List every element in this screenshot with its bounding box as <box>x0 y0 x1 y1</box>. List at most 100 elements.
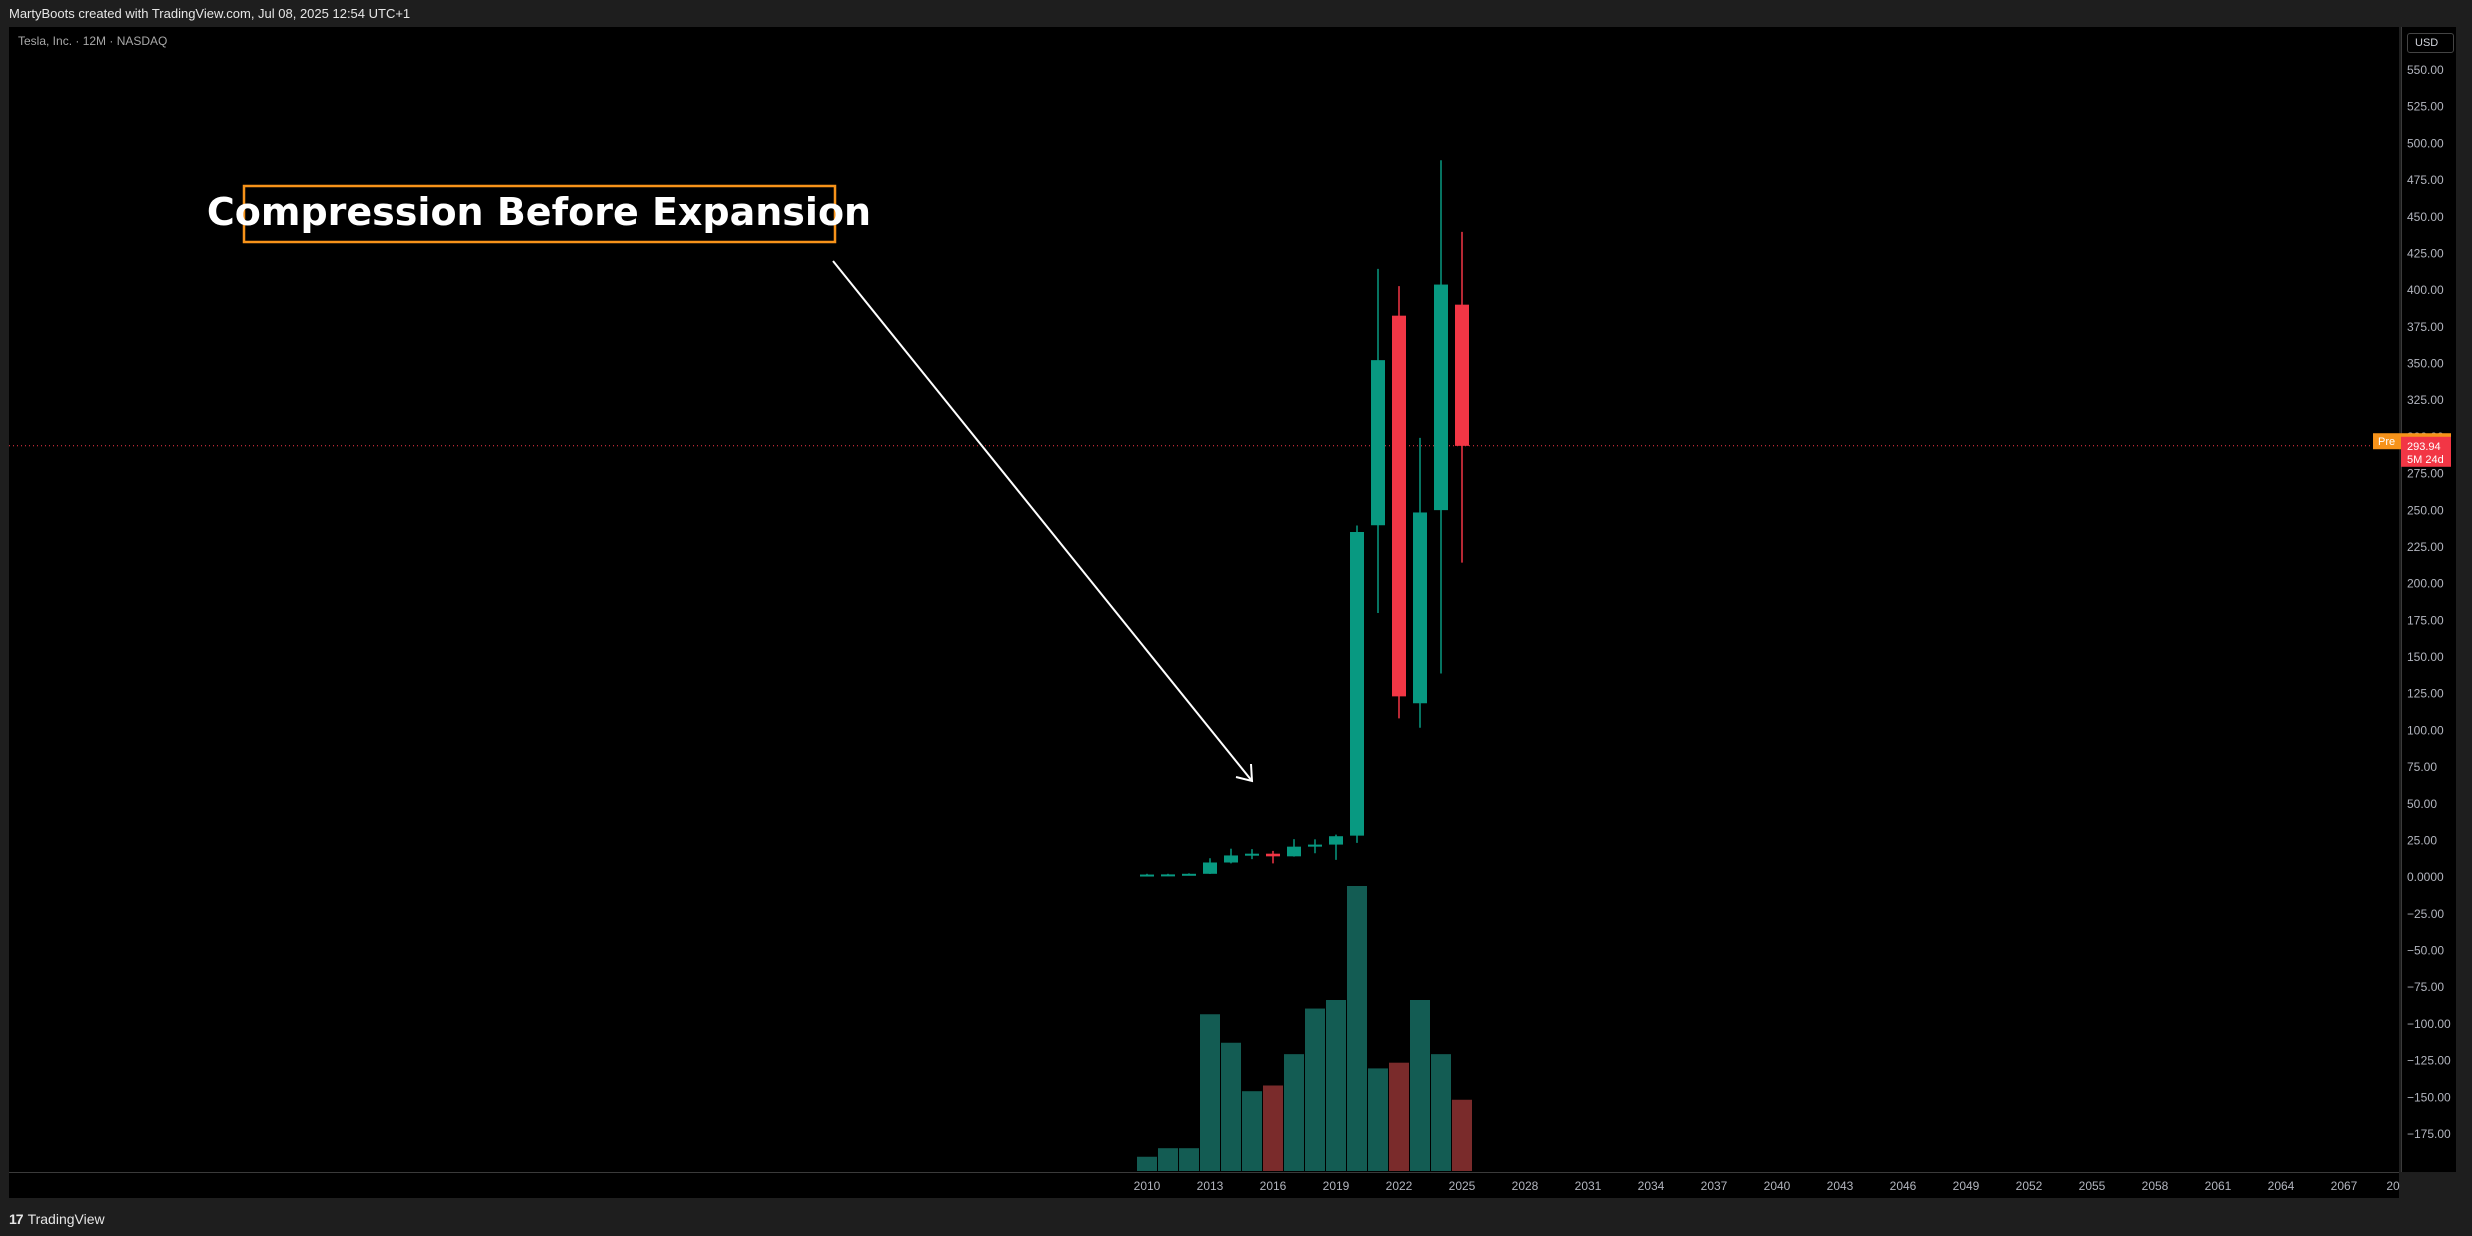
candle-body <box>1350 531 1364 836</box>
price-tick-label: 525.00 <box>2407 100 2444 114</box>
volume-bar <box>1242 1091 1262 1171</box>
candle-body <box>1203 862 1217 874</box>
candle-body <box>1455 304 1469 446</box>
arrow-head-icon <box>1235 763 1254 783</box>
time-tick-label: 2016 <box>1260 1179 1287 1193</box>
volume-bar <box>1284 1054 1304 1171</box>
price-axis[interactable] <box>2401 27 2456 1172</box>
time-tick-label: 2025 <box>1449 1179 1476 1193</box>
price-tick-label: 475.00 <box>2407 173 2444 187</box>
annotation-arrow <box>832 260 1253 782</box>
top-bar: MartyBoots created with TradingView.com,… <box>0 0 2472 26</box>
time-tick-label: 2022 <box>1386 1179 1413 1193</box>
price-tick-label: 50.00 <box>2407 797 2437 811</box>
volume-bar <box>1389 1062 1409 1171</box>
price-tick-label: −50.00 <box>2407 944 2444 958</box>
candle-body <box>1329 836 1343 845</box>
volume-bar <box>1221 1042 1241 1171</box>
volume-bar <box>1410 1000 1430 1171</box>
time-tick-label: 2058 <box>2142 1179 2169 1193</box>
time-tick-label: 2049 <box>1953 1179 1980 1193</box>
candle-body <box>1371 360 1385 526</box>
price-tick-label: 275.00 <box>2407 467 2444 481</box>
price-tick-label: −25.00 <box>2407 907 2444 921</box>
time-tick-label: 2031 <box>1575 1179 1602 1193</box>
price-tick-label: 0.0000 <box>2407 870 2444 884</box>
time-tick-label: 2034 <box>1638 1179 1665 1193</box>
time-tick-label: 2046 <box>1890 1179 1917 1193</box>
time-tick-label: 2067 <box>2331 1179 2358 1193</box>
price-tick-label: −150.00 <box>2407 1090 2451 1104</box>
bottom-bar <box>0 1198 2472 1236</box>
price-tick-label: 450.00 <box>2407 210 2444 224</box>
time-tick-label: 20 <box>2386 1179 2400 1193</box>
price-tick-label: 200.00 <box>2407 577 2444 591</box>
candle-body <box>1308 844 1322 847</box>
volume-bar <box>1179 1148 1199 1171</box>
author-credit: MartyBoots created with TradingView.com,… <box>9 6 411 21</box>
last-price-label: 293.94 <box>2407 441 2441 453</box>
time-tick-label: 2055 <box>2079 1179 2106 1193</box>
time-tick-label: 2043 <box>1827 1179 1854 1193</box>
price-tick-label: 350.00 <box>2407 357 2444 371</box>
price-tick-label: 100.00 <box>2407 723 2444 737</box>
price-tick-label: 250.00 <box>2407 503 2444 517</box>
volume-bar <box>1347 886 1367 1171</box>
volume-bar <box>1326 1000 1346 1171</box>
volume-bar <box>1263 1085 1283 1171</box>
time-tick-label: 2037 <box>1701 1179 1728 1193</box>
volume-bar <box>1431 1054 1451 1171</box>
candle-body <box>1434 284 1448 511</box>
volume-bar <box>1452 1099 1472 1171</box>
price-tick-label: −175.00 <box>2407 1127 2451 1141</box>
annotation-box <box>242 184 837 244</box>
currency-button[interactable]: USD <box>2407 33 2454 53</box>
price-tick-label: 150.00 <box>2407 650 2444 664</box>
price-tick-label: 325.00 <box>2407 393 2444 407</box>
price-tick-label: 500.00 <box>2407 136 2444 150</box>
price-tick-label: 25.00 <box>2407 833 2437 847</box>
price-tick-label: 125.00 <box>2407 687 2444 701</box>
volume-bar <box>1200 1014 1220 1171</box>
candle-body <box>1413 512 1427 704</box>
candle-body <box>1161 874 1175 877</box>
time-tick-label: 2061 <box>2205 1179 2232 1193</box>
price-tick-label: 225.00 <box>2407 540 2444 554</box>
price-tick-label: 550.00 <box>2407 63 2444 77</box>
brand[interactable]: 17 TradingView <box>9 1211 105 1227</box>
candle-body <box>1182 873 1196 876</box>
price-tick-label: −100.00 <box>2407 1017 2451 1031</box>
time-tick-label: 2052 <box>2016 1179 2043 1193</box>
pre-market-label: Pre <box>2378 436 2395 448</box>
volume-bar <box>1137 1156 1157 1171</box>
volume-bar <box>1158 1148 1178 1171</box>
brand-name: TradingView <box>27 1211 105 1227</box>
time-axis[interactable] <box>9 1172 2399 1199</box>
price-tick-label: −125.00 <box>2407 1054 2451 1068</box>
volume-bar <box>1368 1068 1388 1171</box>
annotation-text: Compression Before Expansion <box>207 190 871 234</box>
bar-countdown-label: 5M 24d <box>2407 454 2444 466</box>
price-tick-label: 400.00 <box>2407 283 2444 297</box>
time-tick-label: 2010 <box>1134 1179 1161 1193</box>
time-tick-label: 2019 <box>1323 1179 1350 1193</box>
candle-body <box>1392 315 1406 697</box>
candle-body <box>1266 853 1280 857</box>
price-tick-label: −75.00 <box>2407 980 2444 994</box>
last-price-tag <box>2401 436 2451 467</box>
price-tick-label: 75.00 <box>2407 760 2437 774</box>
time-tick-label: 2040 <box>1764 1179 1791 1193</box>
time-tick-label: 2064 <box>2268 1179 2295 1193</box>
price-tick-label: 375.00 <box>2407 320 2444 334</box>
candle-body <box>1245 853 1259 856</box>
volume-bar <box>1305 1008 1325 1171</box>
price-tick-label: 425.00 <box>2407 246 2444 260</box>
candle-body <box>1140 874 1154 877</box>
symbol-legend: Tesla, Inc. · 12M · NASDAQ <box>18 34 168 48</box>
price-tick-label: 175.00 <box>2407 613 2444 627</box>
time-tick-label: 2013 <box>1197 1179 1224 1193</box>
time-tick-label: 2028 <box>1512 1179 1539 1193</box>
candle-body <box>1287 846 1301 857</box>
tradingview-logo-icon: 17 <box>9 1211 24 1227</box>
